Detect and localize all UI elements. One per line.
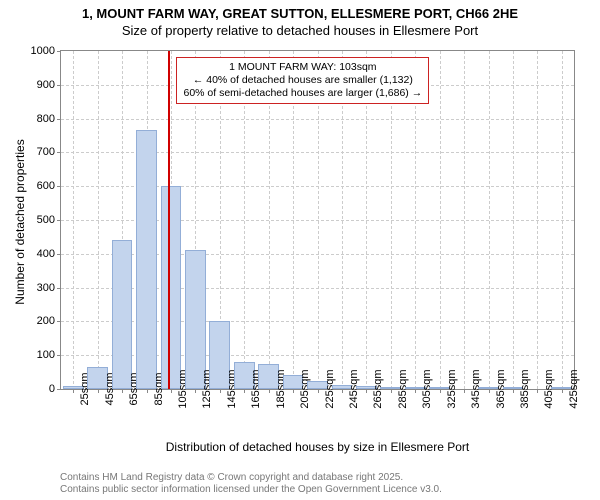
plot-area: 0100200300400500600700800900100025sqm45s… [60,50,575,390]
x-tick-mark [195,389,196,393]
gridline-v [440,51,441,389]
footer-line1: Contains HM Land Registry data © Crown c… [60,472,442,484]
y-tick-mark [57,119,61,120]
x-tick-mark [98,389,99,393]
x-tick-label: 425sqm [566,369,580,408]
y-tick-label: 1000 [20,45,61,57]
annotation-line2: ← 40% of detached houses are smaller (1,… [183,74,422,87]
y-axis-label: Number of detached properties [13,122,27,322]
x-tick-label: 205sqm [297,369,311,408]
gridline-v [73,51,74,389]
x-tick-mark [293,389,294,393]
y-tick-mark [57,51,61,52]
x-tick-mark [440,389,441,393]
y-tick-mark [57,389,61,390]
y-tick-mark [57,288,61,289]
x-tick-mark [489,389,490,393]
bar [136,130,157,389]
x-tick-mark [464,389,465,393]
annotation-box: 1 MOUNT FARM WAY: 103sqm← 40% of detache… [176,57,429,104]
x-tick-label: 345sqm [468,369,482,408]
gridline-v [537,51,538,389]
bar [185,250,206,389]
x-tick-mark [171,389,172,393]
x-axis-label: Distribution of detached houses by size … [60,440,575,454]
x-tick-mark [73,389,74,393]
y-tick-mark [57,85,61,86]
x-tick-mark [366,389,367,393]
x-tick-mark [415,389,416,393]
x-tick-mark [537,389,538,393]
x-tick-mark [244,389,245,393]
y-tick-label: 900 [20,79,61,91]
annotation-line1: 1 MOUNT FARM WAY: 103sqm [183,61,422,74]
x-tick-mark [220,389,221,393]
y-tick-label: 0 [20,383,61,395]
x-tick-label: 305sqm [419,369,433,408]
y-tick-label: 100 [20,349,61,361]
reference-line [168,51,170,389]
x-tick-mark [562,389,563,393]
x-tick-mark [513,389,514,393]
x-tick-label: 285sqm [395,369,409,408]
x-tick-label: 225sqm [322,369,336,408]
annotation-line3: 60% of semi-detached houses are larger (… [183,87,422,100]
x-tick-mark [147,389,148,393]
x-tick-mark [342,389,343,393]
x-tick-label: 365sqm [493,369,507,408]
y-tick-mark [57,186,61,187]
x-tick-label: 385sqm [517,369,531,408]
x-tick-label: 325sqm [444,369,458,408]
gridline-v [513,51,514,389]
gridline-v [98,51,99,389]
gridline-v [562,51,563,389]
x-tick-label: 405sqm [541,369,555,408]
x-tick-label: 265sqm [370,369,384,408]
chart-subtitle: Size of property relative to detached ho… [0,23,600,40]
bar [161,186,182,389]
chart-title: 1, MOUNT FARM WAY, GREAT SUTTON, ELLESME… [0,0,600,23]
gridline-v [489,51,490,389]
footer-line2: Contains public sector information licen… [60,484,442,496]
y-tick-mark [57,254,61,255]
x-tick-mark [269,389,270,393]
x-tick-mark [318,389,319,393]
x-tick-mark [391,389,392,393]
x-tick-label: 245sqm [346,369,360,408]
bar [112,240,133,389]
y-tick-mark [57,220,61,221]
gridline-v [464,51,465,389]
y-tick-mark [57,321,61,322]
footer-attribution: Contains HM Land Registry data © Crown c… [60,472,442,496]
y-tick-mark [57,152,61,153]
chart-container: 1, MOUNT FARM WAY, GREAT SUTTON, ELLESME… [0,0,600,500]
y-tick-mark [57,355,61,356]
x-tick-mark [122,389,123,393]
